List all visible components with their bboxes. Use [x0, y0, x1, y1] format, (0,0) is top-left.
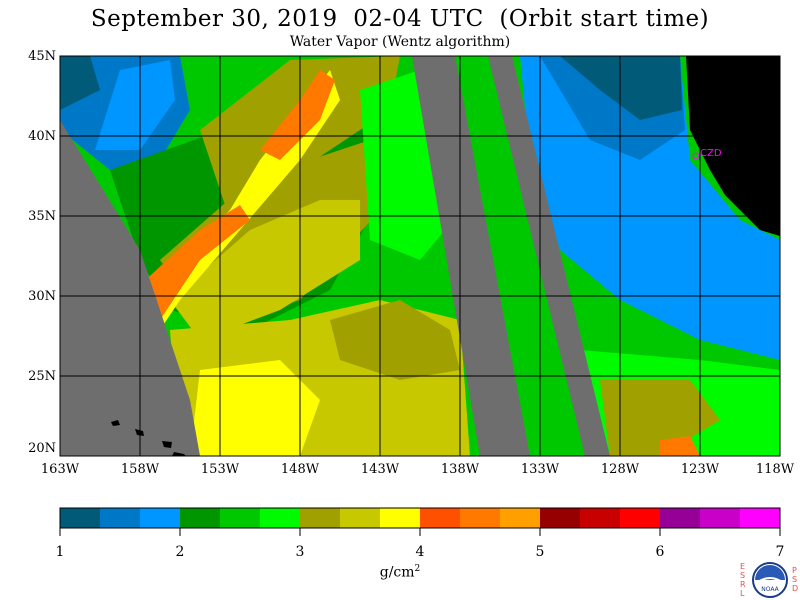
vapor-region-darkblue-nw — [60, 56, 100, 110]
island-hawaii — [172, 452, 186, 456]
map-grid — [60, 56, 780, 456]
page-subtitle: Water Vapor (Wentz algorithm) — [289, 34, 511, 50]
lon-label-133w: 133W — [520, 462, 560, 477]
colorbar-cell — [620, 508, 661, 528]
colorbar-cell — [340, 508, 381, 528]
colorbar-cell — [420, 508, 461, 528]
no-data-swath-west — [60, 120, 200, 456]
colorbar-cell — [180, 508, 221, 528]
station-label: CZD — [700, 148, 722, 159]
lat-label-35n: 35N — [28, 209, 56, 224]
colorbar-tick-label: 2 — [175, 544, 185, 560]
lon-label-128w: 128W — [600, 462, 640, 477]
land-california — [686, 56, 780, 236]
vapor-region-darkblue-east — [560, 56, 682, 120]
logo-letter: S — [792, 575, 798, 584]
colorbar-cell — [260, 508, 301, 528]
colorbar-cell — [60, 508, 101, 528]
logo-letter: S — [740, 571, 746, 580]
page-title: September 30, 2019 02-04 UTC (Orbit star… — [90, 6, 710, 32]
lon-label-158w: 158W — [120, 462, 160, 477]
lon-label-153w: 153W — [200, 462, 240, 477]
logo-letter: P — [792, 566, 797, 575]
unit-exponent: 2 — [414, 564, 421, 574]
lon-label-123w: 123W — [680, 462, 720, 477]
noaa-emblem-icon: NOAA — [752, 562, 788, 598]
colorbar-tick-label: 1 — [55, 544, 65, 560]
noaa-logo: E S R L P S D NOAA — [734, 556, 800, 600]
colorbar-cell — [380, 508, 421, 528]
colorbar-cell — [700, 508, 741, 528]
colorbar-cell — [580, 508, 621, 528]
colorbar-unit-label: g/cm2 — [370, 564, 430, 581]
island-kauai — [111, 420, 120, 426]
colorbar-cell — [660, 508, 701, 528]
vapor-region-olive-south — [330, 300, 460, 380]
no-data-swath-center — [412, 56, 530, 456]
vapor-region-orange-plume-north — [260, 70, 335, 160]
logo-letter: E — [740, 562, 746, 571]
vapor-region-orange-plume-south — [140, 205, 250, 320]
lon-label-163w: 163W — [40, 462, 80, 477]
colorbar-cell — [740, 508, 781, 528]
map-frame — [59, 55, 781, 457]
station-marker-icon — [692, 152, 700, 160]
colorbar-tick-label: 4 — [415, 544, 425, 560]
colorbar-tick-label: 6 — [655, 544, 665, 560]
map-field — [60, 56, 780, 456]
no-data-swath-east — [488, 56, 610, 456]
colorbar-cell — [300, 508, 341, 528]
colorbar-cell — [100, 508, 141, 528]
logo-letter: L — [740, 589, 745, 598]
lon-label-118w: 118W — [755, 462, 795, 477]
colorbar-tick-label: 5 — [535, 544, 545, 560]
logo-center-text: NOAA — [761, 586, 779, 593]
lon-label-148w: 148W — [280, 462, 320, 477]
vapor-region-yellowolive-mid — [170, 200, 360, 340]
colorbar-cell — [220, 508, 261, 528]
lon-label-138w: 138W — [440, 462, 480, 477]
lat-label-40n: 40N — [28, 129, 56, 144]
colorbar-cell — [460, 508, 501, 528]
lat-label-45n: 45N — [28, 49, 56, 64]
logo-letter: R — [740, 580, 746, 589]
colorbar-tick-label: 7 — [775, 544, 785, 560]
island-maui — [162, 441, 172, 448]
lat-label-25n: 25N — [28, 369, 56, 384]
colorbar-tick-label: 3 — [295, 544, 305, 560]
colorbar-cells — [60, 508, 781, 528]
unit-base: g/cm — [379, 564, 415, 581]
colorbar-cell — [140, 508, 181, 528]
lat-label-30n: 30N — [28, 289, 56, 304]
vapor-region-orange-south-east — [660, 436, 700, 456]
lat-label-20n: 20N — [28, 441, 56, 456]
vapor-region-yellow-south — [190, 360, 320, 456]
colorbar-tickmarks — [59, 528, 781, 536]
vapor-region-blue-east — [520, 56, 780, 360]
colorbar-cell — [500, 508, 541, 528]
logo-letter: D — [792, 584, 799, 593]
colorbar-cell — [540, 508, 581, 528]
lon-label-143w: 143W — [360, 462, 400, 477]
vapor-region-blue-nw — [95, 60, 175, 150]
